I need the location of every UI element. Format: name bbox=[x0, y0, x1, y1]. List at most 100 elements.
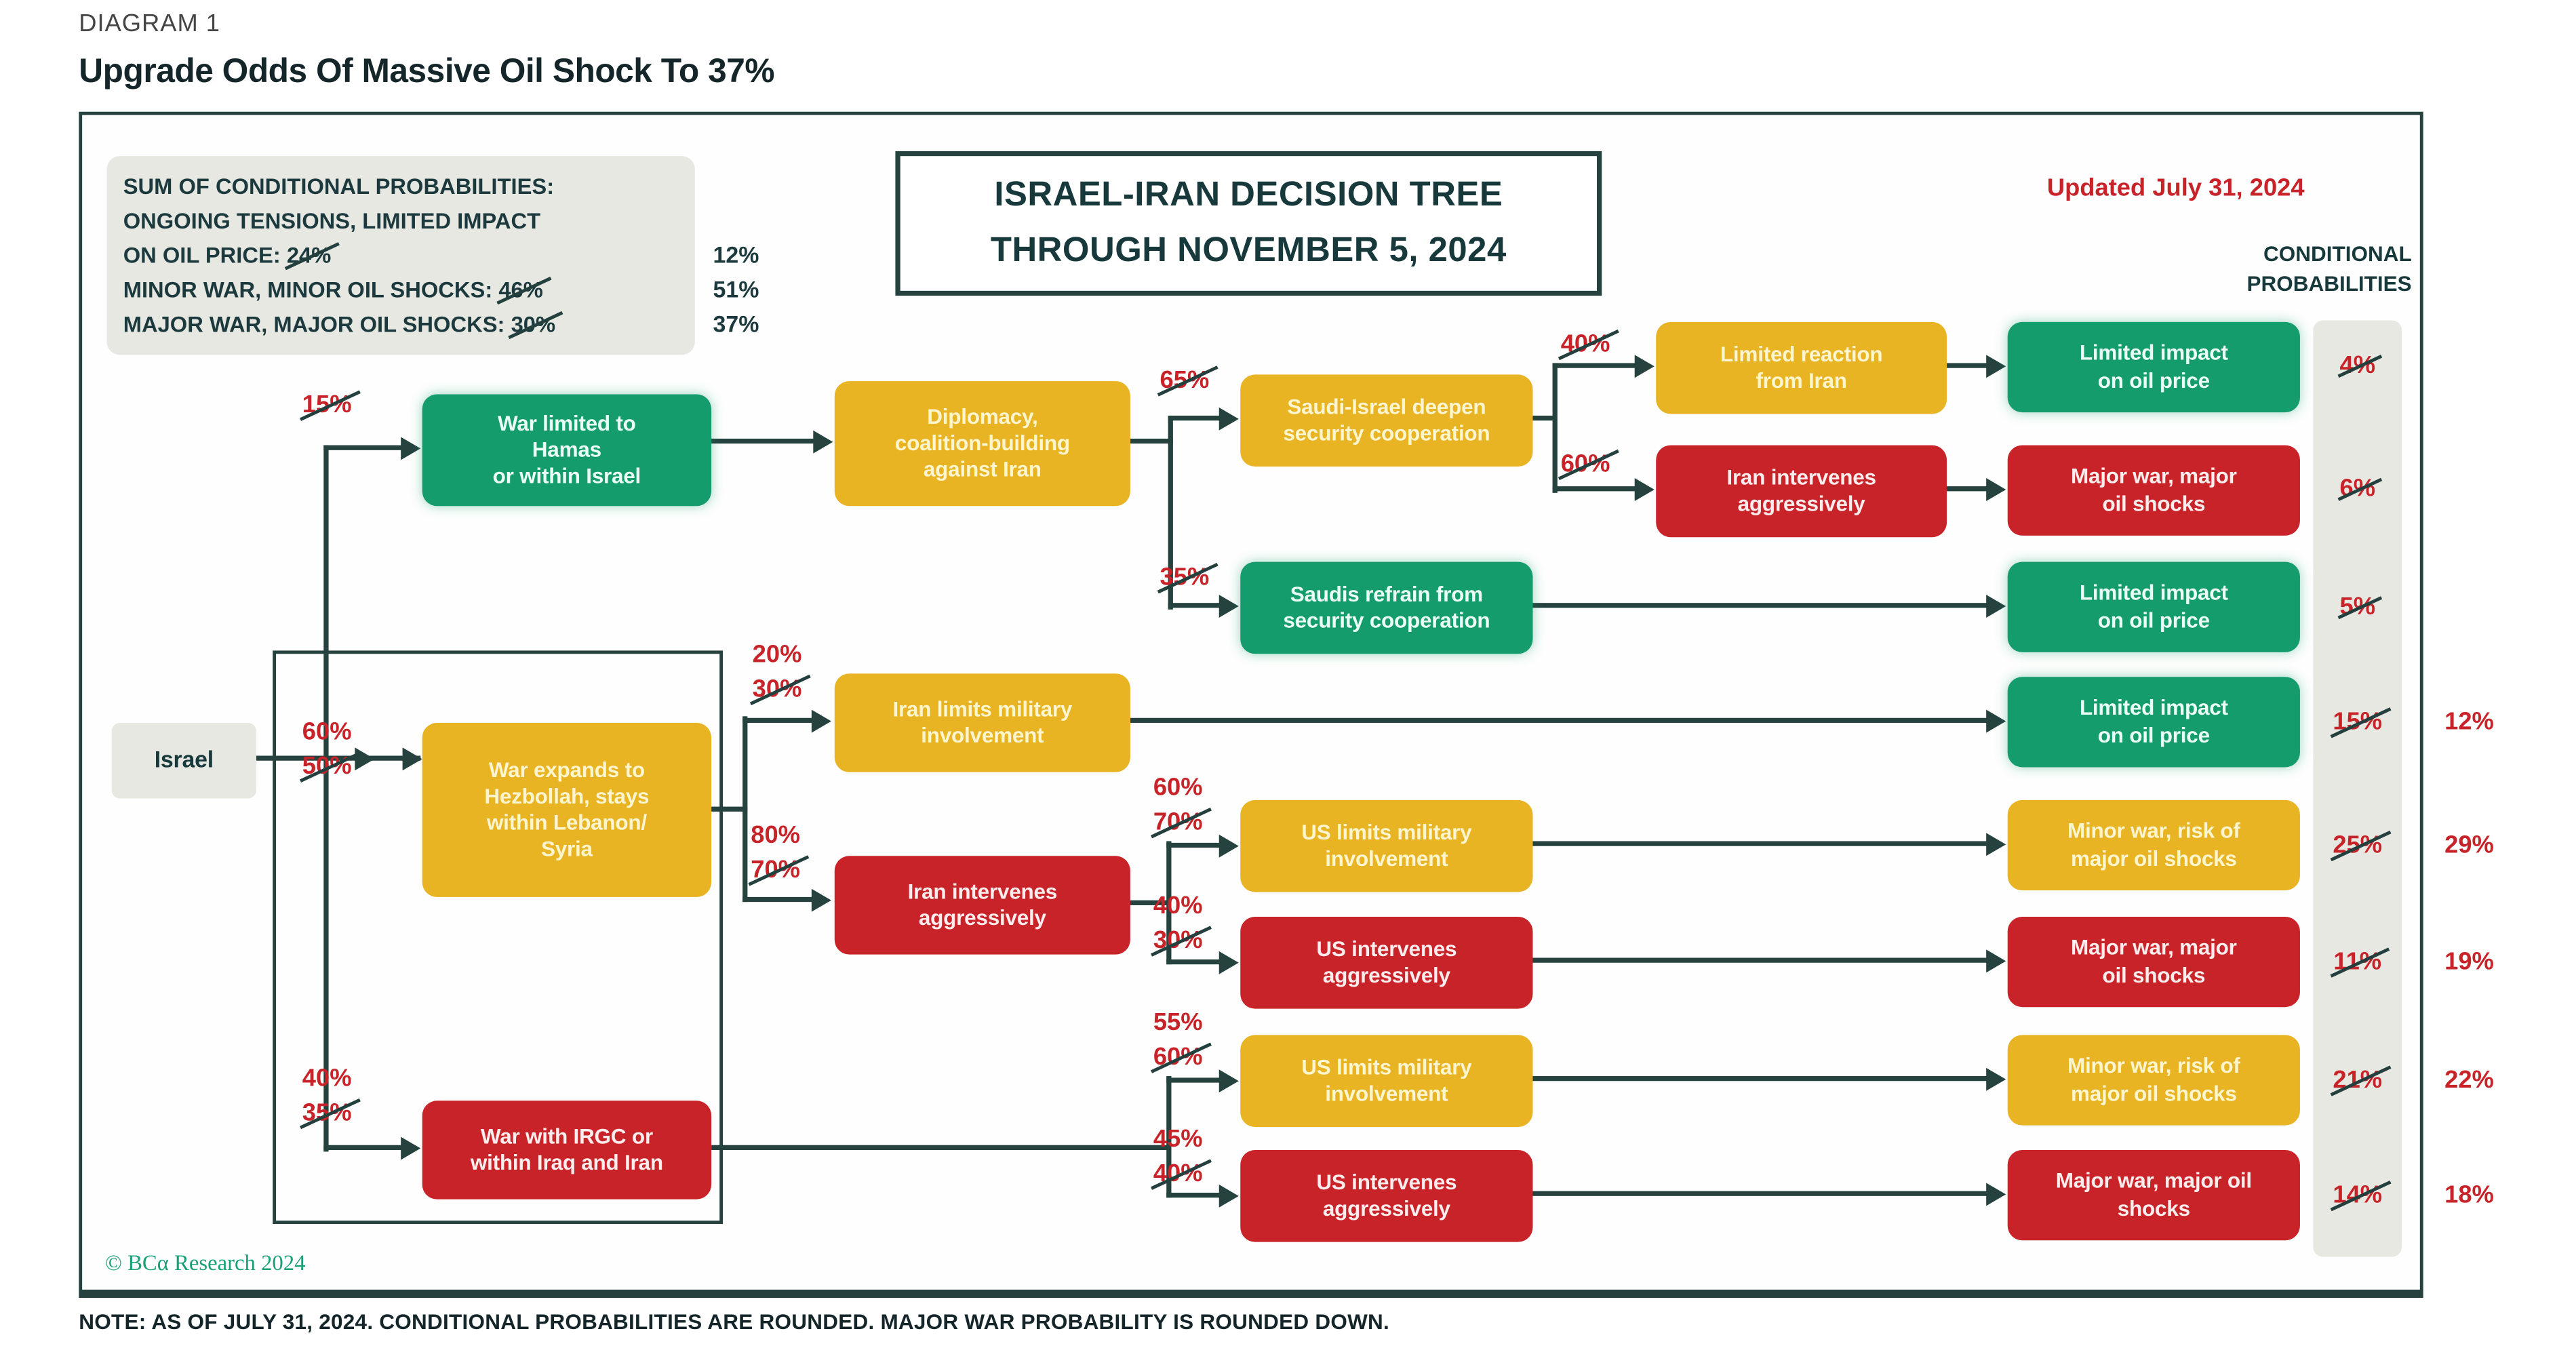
node-label: Minor war, risk of major oil shocks bbox=[2067, 818, 2240, 870]
connector-line bbox=[1532, 1191, 1990, 1196]
node-label: Diplomacy, coalition-building against Ir… bbox=[894, 403, 1070, 482]
connector-line bbox=[1532, 957, 1990, 963]
node-us-intervenes-2: US intervenes aggressively bbox=[1240, 1149, 1533, 1242]
arrowhead-icon bbox=[1986, 709, 2006, 733]
prob-old: 15% bbox=[2333, 708, 2383, 736]
connector-line bbox=[1552, 363, 1638, 368]
prob-new: 80% bbox=[751, 821, 800, 850]
node-label: Iran intervenes aggressively bbox=[1726, 464, 1876, 516]
connector-line bbox=[1166, 1077, 1223, 1083]
connector-line bbox=[1168, 603, 1223, 608]
prob-old: 35% bbox=[302, 1096, 352, 1130]
node-us-intervenes-1: US intervenes aggressively bbox=[1240, 916, 1533, 1009]
arrowhead-icon bbox=[1986, 355, 2006, 378]
prob-label-us-limits-1: 60% 70% bbox=[1153, 770, 1203, 839]
footnote: NOTE: AS OF JULY 31, 2024. CONDITIONAL P… bbox=[79, 1309, 1390, 1334]
node-war-limited-hamas: War limited to Hamas or within Israel bbox=[422, 394, 712, 507]
conditional-new-5: 29% bbox=[2444, 831, 2494, 860]
prob-old: 14% bbox=[2333, 1181, 2383, 1210]
arrowhead-icon bbox=[1218, 834, 1239, 858]
summary-row-major: MAJOR WAR, MAJOR OIL SHOCKS: 30% bbox=[123, 307, 679, 342]
node-label: US intervenes aggressively bbox=[1316, 936, 1457, 988]
prob-label-irgc: 40% 35% bbox=[302, 1061, 352, 1130]
connector-line bbox=[742, 716, 748, 903]
prob-old: 21% bbox=[2333, 1066, 2383, 1094]
summary-oil-old-value: 24% bbox=[287, 238, 331, 273]
connector-line bbox=[323, 445, 403, 450]
summary-major-old-value: 30% bbox=[511, 307, 555, 342]
prob-new: 60% bbox=[302, 717, 352, 746]
summary-box: SUM OF CONDITIONAL PROBABILITIES: ONGOIN… bbox=[106, 156, 695, 355]
prob-label-iran-limits: 20% 30% bbox=[753, 637, 802, 707]
node-label: War expands to Hezbollah, stays within L… bbox=[484, 756, 650, 862]
connector-line bbox=[711, 438, 817, 444]
connector-line bbox=[1166, 1075, 1172, 1198]
prob-label-saudi-deepen: 65% bbox=[1160, 363, 1210, 397]
prob-label-us-intervenes-1: 40% 30% bbox=[1153, 889, 1203, 958]
outcome-major-war-2: Major war, major oil shocks bbox=[2007, 445, 2300, 536]
probability-strip bbox=[2313, 320, 2402, 1257]
arrowhead-icon bbox=[1986, 595, 2006, 618]
connector-line bbox=[742, 896, 815, 903]
copyright-text: © BCα Research 2024 bbox=[105, 1250, 306, 1275]
connector-line bbox=[711, 806, 748, 812]
arrowhead-icon bbox=[1986, 1067, 2006, 1091]
summary-oil-label: ON OIL PRICE: bbox=[123, 243, 281, 268]
node-iran-limits-involvement: Iran limits military involvement bbox=[834, 673, 1130, 772]
conditional-new-6: 19% bbox=[2444, 947, 2494, 976]
summary-new-oil: 12% bbox=[713, 241, 759, 268]
node-iran-intervenes-mid: Iran intervenes aggressively bbox=[834, 856, 1130, 955]
arrowhead-icon bbox=[355, 747, 375, 771]
connector-line bbox=[1130, 717, 1990, 724]
node-israel-label: Israel bbox=[154, 746, 214, 773]
connector-line bbox=[1166, 842, 1223, 848]
arrowhead-icon bbox=[1634, 355, 1654, 378]
prob-old: 11% bbox=[2333, 947, 2382, 976]
outcome-major-war-8: Major war, major oil shocks bbox=[2007, 1149, 2300, 1241]
arrowhead-icon bbox=[1986, 833, 2006, 856]
conditional-new-8: 18% bbox=[2444, 1181, 2494, 1210]
connector-line bbox=[1166, 1192, 1223, 1198]
highlight-rectangle bbox=[273, 650, 724, 1225]
arrowhead-icon bbox=[1218, 407, 1239, 431]
prob-label-limited-reaction: 40% bbox=[1561, 327, 1610, 361]
connector-line bbox=[1532, 1075, 1990, 1082]
node-label: Iran limits military involvement bbox=[892, 696, 1073, 748]
prob-old: 35% bbox=[1160, 560, 1210, 595]
updated-date: Updated July 31, 2024 bbox=[2046, 174, 2305, 203]
summary-new-minor: 51% bbox=[713, 276, 759, 302]
connector-line bbox=[1130, 900, 1172, 905]
connector-line bbox=[323, 445, 329, 1152]
prob-label-saudi-refrain: 35% bbox=[1160, 560, 1210, 595]
prob-old: 4% bbox=[2339, 351, 2376, 380]
prob-old: 40% bbox=[1153, 1157, 1203, 1191]
prob-label-us-intervenes-2: 45% 40% bbox=[1153, 1122, 1203, 1191]
node-label: US intervenes aggressively bbox=[1316, 1169, 1457, 1221]
node-label: Iran intervenes aggressively bbox=[907, 878, 1058, 930]
connector-line bbox=[1130, 438, 1173, 444]
connector-line bbox=[1168, 415, 1173, 610]
conditional-old-2: 6% bbox=[2316, 475, 2398, 502]
node-israel: Israel bbox=[111, 723, 256, 799]
prob-new: 20% bbox=[752, 640, 802, 669]
arrowhead-icon bbox=[1218, 595, 1239, 618]
arrowhead-icon bbox=[401, 1136, 421, 1160]
node-us-limits-1: US limits military involvement bbox=[1240, 799, 1533, 892]
connector-line bbox=[1947, 486, 1990, 492]
summary-row-minor: MINOR WAR, MINOR OIL SHOCKS: 46% bbox=[123, 273, 679, 307]
node-us-limits-2: US limits military involvement bbox=[1240, 1035, 1533, 1128]
connector-line bbox=[1532, 841, 1990, 846]
prob-old: 65% bbox=[1160, 363, 1210, 397]
node-label: Limited reaction from Iran bbox=[1720, 341, 1883, 393]
node-war-expands-hezbollah: War expands to Hezbollah, stays within L… bbox=[422, 723, 712, 897]
outcome-limited-impact-3: Limited impact on oil price bbox=[2007, 561, 2300, 652]
connector-line bbox=[1532, 603, 1990, 608]
outcome-minor-war-7: Minor war, risk of major oil shocks bbox=[2007, 1035, 2300, 1126]
summary-line-1: SUM OF CONDITIONAL PROBABILITIES: bbox=[123, 174, 555, 199]
arrowhead-icon bbox=[1986, 1183, 2006, 1206]
conditional-new-7: 22% bbox=[2444, 1066, 2494, 1094]
node-label: Saudis refrain from security cooperation bbox=[1283, 581, 1490, 633]
prob-new: 60% bbox=[1153, 774, 1203, 802]
